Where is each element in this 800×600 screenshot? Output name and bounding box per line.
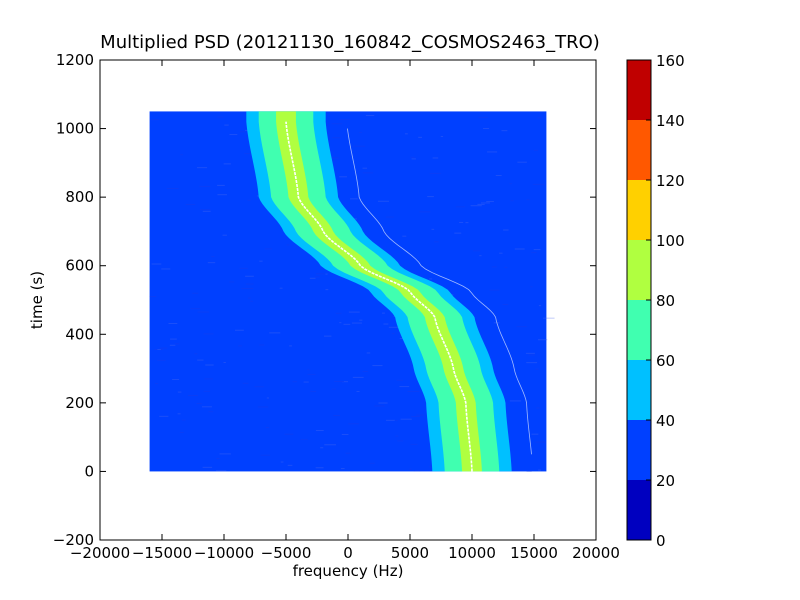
colorbar-tick-label: 20	[656, 472, 675, 490]
colorbar-tick-label: 60	[656, 352, 675, 370]
colorbar-segment	[627, 360, 651, 420]
x-tick-label: 5000	[391, 544, 429, 562]
colorbar-tick-label: 140	[656, 112, 685, 130]
colorbar-tick-label: 80	[656, 292, 675, 310]
heatmap-area	[149, 111, 555, 472]
y-tick-label: 600	[65, 257, 94, 275]
secondary-trace-line	[347, 128, 532, 455]
psd-band-60-80	[258, 111, 500, 472]
colorbar-segment	[627, 300, 651, 360]
y-axis-label: time (s)	[28, 271, 46, 329]
y-axis: −200 0 200 400 600 800 1000 1200	[53, 51, 596, 549]
colorbar-tick-label: 40	[656, 412, 675, 430]
colorbar-segment	[627, 180, 651, 240]
x-axis: −20000 −15000 −10000 −5000 0 5000 10000 15000 20…	[70, 60, 620, 562]
chart-title: Multiplied PSD (20121130_160842_COSMOS24…	[100, 32, 600, 53]
psd-band-80-100	[276, 111, 482, 472]
colorbar-segment	[627, 480, 651, 540]
x-tick-label: 10000	[448, 544, 496, 562]
colorbar-tick-label: 120	[656, 172, 685, 190]
x-tick-label: 15000	[510, 544, 558, 562]
colorbar-tick-label: 160	[656, 52, 685, 70]
doppler-trace-line	[285, 121, 473, 472]
x-axis-label: frequency (Hz)	[293, 562, 404, 580]
x-tick-label: −20000	[70, 544, 130, 562]
y-tick-label: 0	[84, 462, 94, 480]
colorbar-tick-label: 0	[656, 532, 666, 550]
y-tick-label: 200	[65, 394, 94, 412]
colorbar-segment	[627, 240, 651, 300]
x-tick-label: −10000	[194, 544, 254, 562]
y-tick-label: −200	[53, 531, 94, 549]
x-tick-label: 20000	[572, 544, 620, 562]
colorbar-segment	[627, 60, 651, 120]
x-tick-label: −5000	[261, 544, 312, 562]
y-tick-label: 1200	[56, 51, 94, 69]
colorbar-segment	[627, 420, 651, 480]
x-tick-label: 0	[343, 544, 353, 562]
colorbar-tick-label: 100	[656, 232, 685, 250]
x-tick-label: −15000	[132, 544, 192, 562]
y-tick-label: 1000	[56, 120, 94, 138]
y-tick-label: 800	[65, 188, 94, 206]
colorbar: 0 20 40 60 80 100 120 140 160	[626, 52, 685, 550]
colorbar-segment	[627, 120, 651, 180]
y-tick-label: 400	[65, 325, 94, 343]
